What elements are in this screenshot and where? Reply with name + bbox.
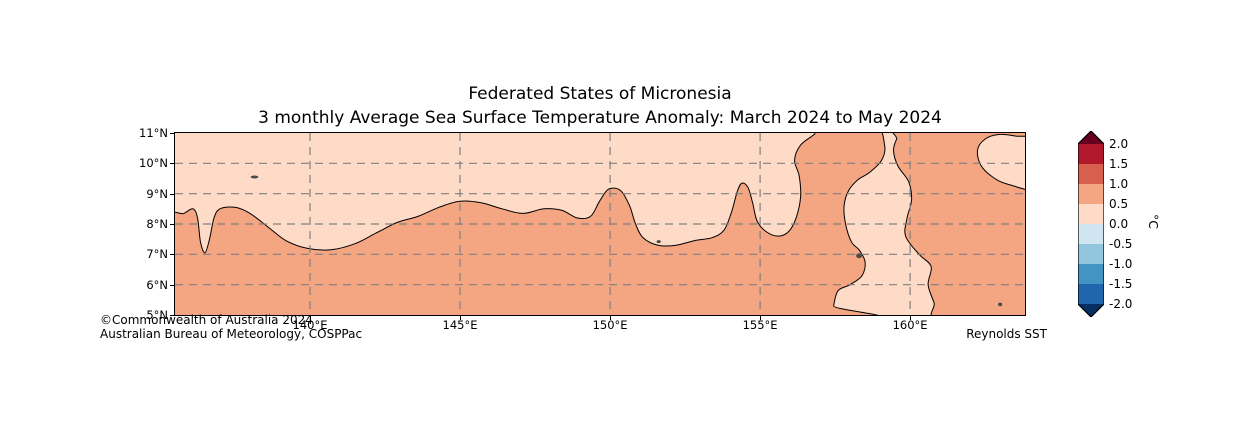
y-tick-mark xyxy=(170,194,174,195)
agency-text: Australian Bureau of Meteorology, COSPPa… xyxy=(100,327,363,341)
x-tick-mark xyxy=(910,316,911,320)
y-tick-label: 6°N xyxy=(146,277,168,292)
y-tick-label: 8°N xyxy=(146,217,168,231)
colorbar xyxy=(1078,131,1104,317)
x-tick-mark xyxy=(460,316,461,320)
colorbar-tick-label: -1.5 xyxy=(1109,277,1133,291)
y-tick-mark xyxy=(170,163,174,164)
chart-title: Federated States of Micronesia 3 monthly… xyxy=(175,82,1025,130)
x-tick-label: 140°E xyxy=(292,318,328,332)
y-tick-label: 10°N xyxy=(139,156,168,171)
x-tick-mark xyxy=(760,316,761,320)
x-tick-label: 145°E xyxy=(442,318,478,332)
y-tick-label: 11°N xyxy=(139,126,168,140)
x-tick-mark xyxy=(310,316,311,320)
colorbar-tick-label: 1.0 xyxy=(1109,177,1129,191)
chart-title-line1: Federated States of Micronesia xyxy=(468,84,732,104)
y-tick-mark xyxy=(170,133,174,134)
x-tick-label: 150°E xyxy=(592,318,628,332)
copyright-text: ©Commonwealth of Australia 2024 xyxy=(100,313,313,327)
colorbar-tick-label: 2.0 xyxy=(1109,137,1129,151)
y-tick-label: 7°N xyxy=(146,247,168,262)
y-tick-mark xyxy=(170,224,174,225)
data-source-label: Reynolds SST xyxy=(966,327,1047,341)
colorbar-tick-label: 0.0 xyxy=(1109,217,1129,231)
sst-anomaly-map xyxy=(175,133,1025,315)
y-tick-label: 5°N xyxy=(146,308,168,322)
colorbar-tick-label: -1.0 xyxy=(1109,257,1133,271)
y-tick-mark xyxy=(170,285,174,286)
map-plot-area xyxy=(174,132,1026,316)
chart-title-line2: 3 monthly Average Sea Surface Temperatur… xyxy=(258,108,942,128)
y-tick-label: 9°N xyxy=(146,186,168,201)
x-tick-mark xyxy=(610,316,611,320)
y-tick-mark xyxy=(170,315,174,316)
colorbar-tick-label: 0.5 xyxy=(1109,197,1129,211)
colorbar-tick-label: 1.5 xyxy=(1109,157,1129,171)
colorbar-tick-label: -2.0 xyxy=(1109,297,1133,311)
colorbar-unit-label: °C xyxy=(1145,214,1161,229)
y-tick-mark xyxy=(170,254,174,255)
x-tick-label: 160°E xyxy=(892,318,928,332)
x-tick-label: 155°E xyxy=(742,318,778,332)
colorbar-tick-label: -0.5 xyxy=(1109,237,1133,251)
